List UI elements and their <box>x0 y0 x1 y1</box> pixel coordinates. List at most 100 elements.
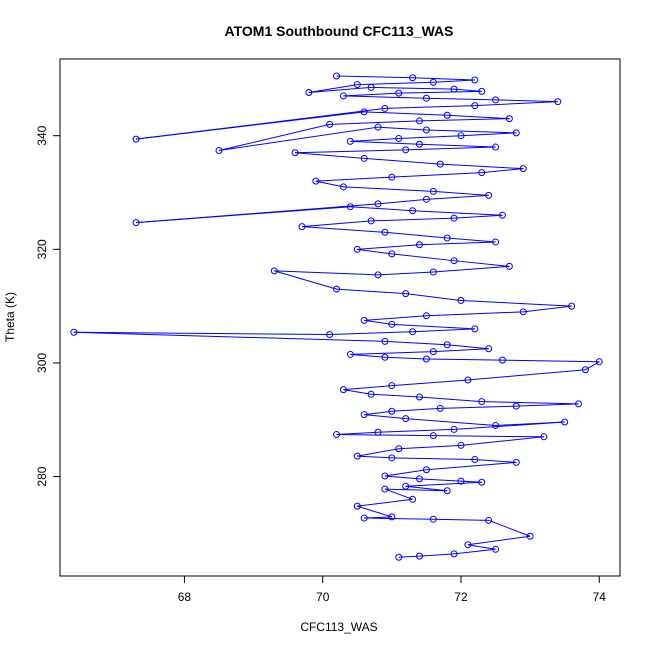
series-line-segment <box>377 271 434 276</box>
data-point <box>70 328 78 336</box>
series-line-segment <box>516 403 579 407</box>
data-point <box>305 89 313 97</box>
data-point <box>333 72 341 80</box>
series-line-segment <box>495 99 558 103</box>
data-point <box>132 219 140 227</box>
series-line-segment <box>433 348 489 353</box>
y-tick-label: 320 <box>35 239 49 259</box>
series-line-segment <box>447 114 510 120</box>
data-point <box>450 425 458 433</box>
data-point <box>346 137 354 145</box>
series-line-segment <box>412 77 475 81</box>
series-line-segment <box>419 118 510 122</box>
series-line-segment <box>398 444 462 450</box>
data-point <box>381 485 389 493</box>
series-line-segment <box>481 401 579 405</box>
data-point <box>575 400 583 408</box>
data-point <box>388 454 396 462</box>
data-point <box>505 262 513 270</box>
data-point <box>568 302 576 310</box>
data-point <box>429 515 437 523</box>
x-tick-label: 68 <box>178 590 192 604</box>
data-point <box>464 376 472 384</box>
data-point <box>519 165 527 173</box>
series-line-segment <box>350 353 385 358</box>
data-point <box>478 478 486 486</box>
data-point <box>540 433 548 441</box>
data-point <box>505 115 513 123</box>
series-line-segment <box>460 132 517 137</box>
x-axis-label: CFC113_WAS <box>300 620 377 634</box>
series-line-segment <box>343 385 392 391</box>
x-tick-label: 74 <box>593 590 607 604</box>
series-line-segment <box>391 457 475 461</box>
series-points <box>70 72 603 561</box>
data-point <box>492 238 500 246</box>
data-point <box>457 132 465 140</box>
data-point <box>381 228 389 236</box>
series-line-segment <box>384 488 413 500</box>
series-line-segment <box>433 190 489 196</box>
data-point <box>353 452 361 460</box>
series-line-segment <box>405 485 448 492</box>
data-point <box>429 432 437 440</box>
series-line-segment <box>336 434 434 437</box>
series-line-segment <box>73 331 385 342</box>
data-point <box>360 411 368 419</box>
series-line-segment <box>523 305 572 313</box>
data-point <box>478 87 486 95</box>
series-line-segment <box>405 146 496 151</box>
data-point <box>422 94 430 102</box>
data-point <box>367 83 375 91</box>
series-line-segment <box>308 84 358 94</box>
data-point <box>485 345 493 353</box>
series-line-segment <box>384 488 448 492</box>
series-line-segment <box>391 323 475 330</box>
data-point <box>291 149 299 157</box>
series-line-segment <box>460 436 545 446</box>
series-line-segment <box>426 311 524 317</box>
series-line-segment <box>315 180 344 188</box>
data-point <box>333 285 341 293</box>
series-line-segment <box>364 517 434 520</box>
data-point <box>381 104 389 112</box>
series-line-segment <box>447 344 489 350</box>
data-point <box>498 211 506 219</box>
series-line-segment <box>419 241 496 246</box>
series-line-segment <box>384 475 420 480</box>
chart-title: ATOM1 Southbound CFC113_WAS <box>225 23 454 39</box>
series-line-segment <box>343 389 372 395</box>
data-point <box>416 117 424 125</box>
series-line-segment <box>377 198 427 205</box>
data-point <box>429 78 437 86</box>
data-point <box>512 402 520 410</box>
series-line-segment <box>467 535 531 546</box>
series-line-segment <box>467 369 586 381</box>
data-point <box>581 366 589 374</box>
data-point <box>360 108 368 116</box>
series-line-segment <box>377 126 427 131</box>
series-line-segment <box>357 244 420 250</box>
series-line-segment <box>474 459 517 463</box>
series-line-segment <box>136 203 379 224</box>
data-point <box>485 516 493 524</box>
series-line-segment <box>460 299 572 307</box>
series-line-segment <box>454 88 482 92</box>
series-line-segment <box>357 498 413 507</box>
data-point <box>339 386 347 394</box>
data-point <box>450 214 458 222</box>
series-line-segment <box>343 186 434 192</box>
data-point <box>416 393 424 401</box>
data-point <box>429 268 437 276</box>
series-line-segment <box>218 123 330 151</box>
y-tick-label: 340 <box>35 125 49 145</box>
series-line-segment <box>426 461 517 471</box>
series-line-segment <box>371 86 455 90</box>
series-line-segment <box>426 129 517 134</box>
data-point <box>360 316 368 324</box>
data-point <box>457 296 465 304</box>
series-line-segment <box>433 265 510 273</box>
data-point <box>298 223 306 231</box>
series-line-segment <box>454 214 503 219</box>
series-line-segment <box>433 79 475 83</box>
